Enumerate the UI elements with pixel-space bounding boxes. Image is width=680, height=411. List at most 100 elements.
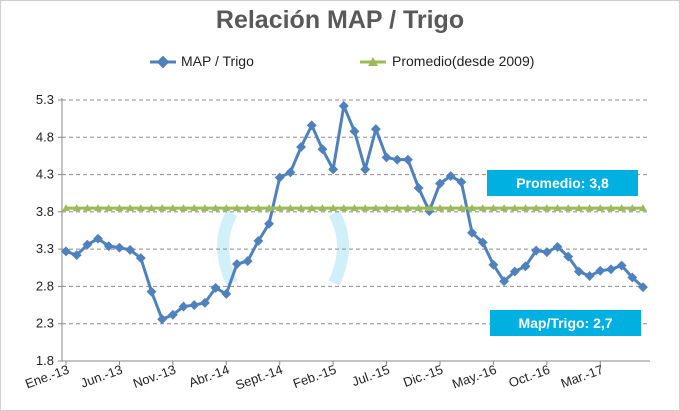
data-point-promedio [297, 204, 306, 212]
y-tick-label: 1.8 [36, 353, 54, 368]
y-tick-label: 2.8 [36, 278, 54, 293]
y-tick-label: 4.3 [36, 167, 54, 182]
data-point-map-trigo [402, 154, 413, 165]
data-point-promedio [190, 204, 199, 212]
data-point-map-trigo [520, 261, 531, 272]
data-point-promedio [115, 204, 124, 212]
data-point-map-trigo [317, 144, 328, 155]
data-point-map-trigo [135, 253, 146, 264]
data-point-map-trigo [93, 233, 104, 244]
data-point-promedio [596, 204, 605, 212]
x-tick-label: Mar.-17 [559, 362, 606, 391]
data-point-promedio [489, 204, 498, 212]
data-point-map-trigo [370, 124, 381, 135]
data-point-map-trigo [552, 241, 563, 252]
data-point-map-trigo [221, 288, 232, 299]
data-point-map-trigo [360, 164, 371, 175]
data-point-map-trigo [477, 237, 488, 248]
data-point-map-trigo [296, 142, 307, 152]
data-point-map-trigo [349, 126, 360, 137]
data-point-promedio [532, 204, 541, 212]
data-point-map-trigo [199, 297, 210, 308]
data-point-map-trigo [242, 256, 253, 267]
x-tick-label: Dic.-15 [401, 362, 445, 390]
data-point-map-trigo [392, 154, 403, 165]
data-point-map-trigo [573, 266, 584, 277]
data-point-map-trigo [61, 246, 71, 257]
data-point-promedio [339, 204, 348, 212]
data-point-map-trigo [488, 259, 499, 270]
y-tick-label: 3.3 [36, 241, 54, 256]
data-point-promedio [639, 204, 647, 212]
x-tick-label: Oct.-16 [507, 362, 552, 391]
data-point-promedio [617, 204, 626, 212]
chart-title: Relación MAP / Trigo [215, 6, 465, 34]
data-point-promedio [83, 204, 92, 212]
data-point-map-trigo [178, 301, 189, 312]
data-point-map-trigo [71, 250, 82, 261]
legend-label-map-trigo: MAP / Trigo [181, 53, 254, 69]
data-point-promedio [553, 204, 562, 212]
data-point-promedio [307, 204, 316, 212]
data-point-map-trigo [103, 241, 114, 252]
data-point-map-trigo [232, 259, 242, 270]
data-point-promedio [435, 204, 444, 212]
data-point-map-trigo [605, 264, 616, 275]
data-point-promedio [62, 204, 70, 212]
y-tick-label: 3.8 [36, 204, 54, 219]
data-point-promedio [254, 204, 263, 212]
data-point-promedio [403, 204, 412, 212]
data-point-promedio [371, 204, 380, 212]
data-point-promedio [286, 204, 295, 212]
data-point-promedio [200, 204, 209, 212]
data-point-map-trigo [509, 266, 520, 277]
data-point-promedio [136, 204, 145, 212]
x-tick-label: Sept.-14 [233, 362, 284, 393]
data-point-map-trigo [541, 247, 552, 258]
data-point-promedio [382, 204, 391, 212]
data-point-promedio [211, 204, 220, 212]
x-tick-label: Feb.-15 [291, 362, 338, 391]
data-point-promedio [179, 204, 188, 212]
data-point-map-trigo [584, 271, 595, 281]
data-point-map-trigo [595, 265, 606, 276]
data-point-map-trigo [531, 245, 542, 256]
data-point-promedio [168, 204, 177, 212]
data-point-promedio [521, 204, 530, 212]
data-point-map-trigo [467, 227, 477, 238]
data-point-map-trigo [210, 282, 221, 293]
data-point-promedio [329, 204, 338, 212]
legend-label-promedio: Promedio(desde 2009) [392, 53, 535, 69]
data-point-promedio [126, 204, 135, 212]
data-point-map-trigo [638, 282, 648, 293]
data-point-map-trigo [616, 260, 627, 271]
data-point-promedio [564, 204, 573, 212]
data-point-promedio [468, 204, 477, 212]
callout-promedio: Promedio: 3,8 [487, 170, 638, 196]
data-point-map-trigo [285, 167, 296, 178]
x-tick-label: Jun.-13 [79, 362, 125, 391]
data-point-map-trigo [306, 120, 317, 131]
data-point-map-trigo [456, 177, 467, 187]
legend-marker-promedio [368, 57, 378, 66]
legend-marker-map-trigo [156, 55, 170, 69]
data-point-map-trigo [381, 152, 392, 163]
data-point-promedio [243, 204, 252, 212]
data-point-map-trigo [253, 235, 264, 246]
data-point-map-trigo [435, 178, 445, 189]
data-point-map-trigo [114, 242, 125, 253]
data-point-map-trigo [328, 164, 339, 175]
y-tick-label: 2.3 [36, 316, 54, 331]
data-point-promedio [510, 204, 519, 212]
data-point-promedio [542, 204, 551, 212]
data-point-promedio [232, 204, 241, 212]
x-tick-label: Nov.-13 [131, 362, 178, 391]
x-tick-label: Jul.-15 [350, 362, 392, 389]
x-tick-label: Abr.-14 [187, 362, 232, 390]
data-point-promedio [574, 204, 583, 212]
data-point-map-trigo [274, 172, 285, 183]
data-point-map-trigo [563, 251, 574, 262]
data-point-map-trigo [82, 239, 93, 250]
